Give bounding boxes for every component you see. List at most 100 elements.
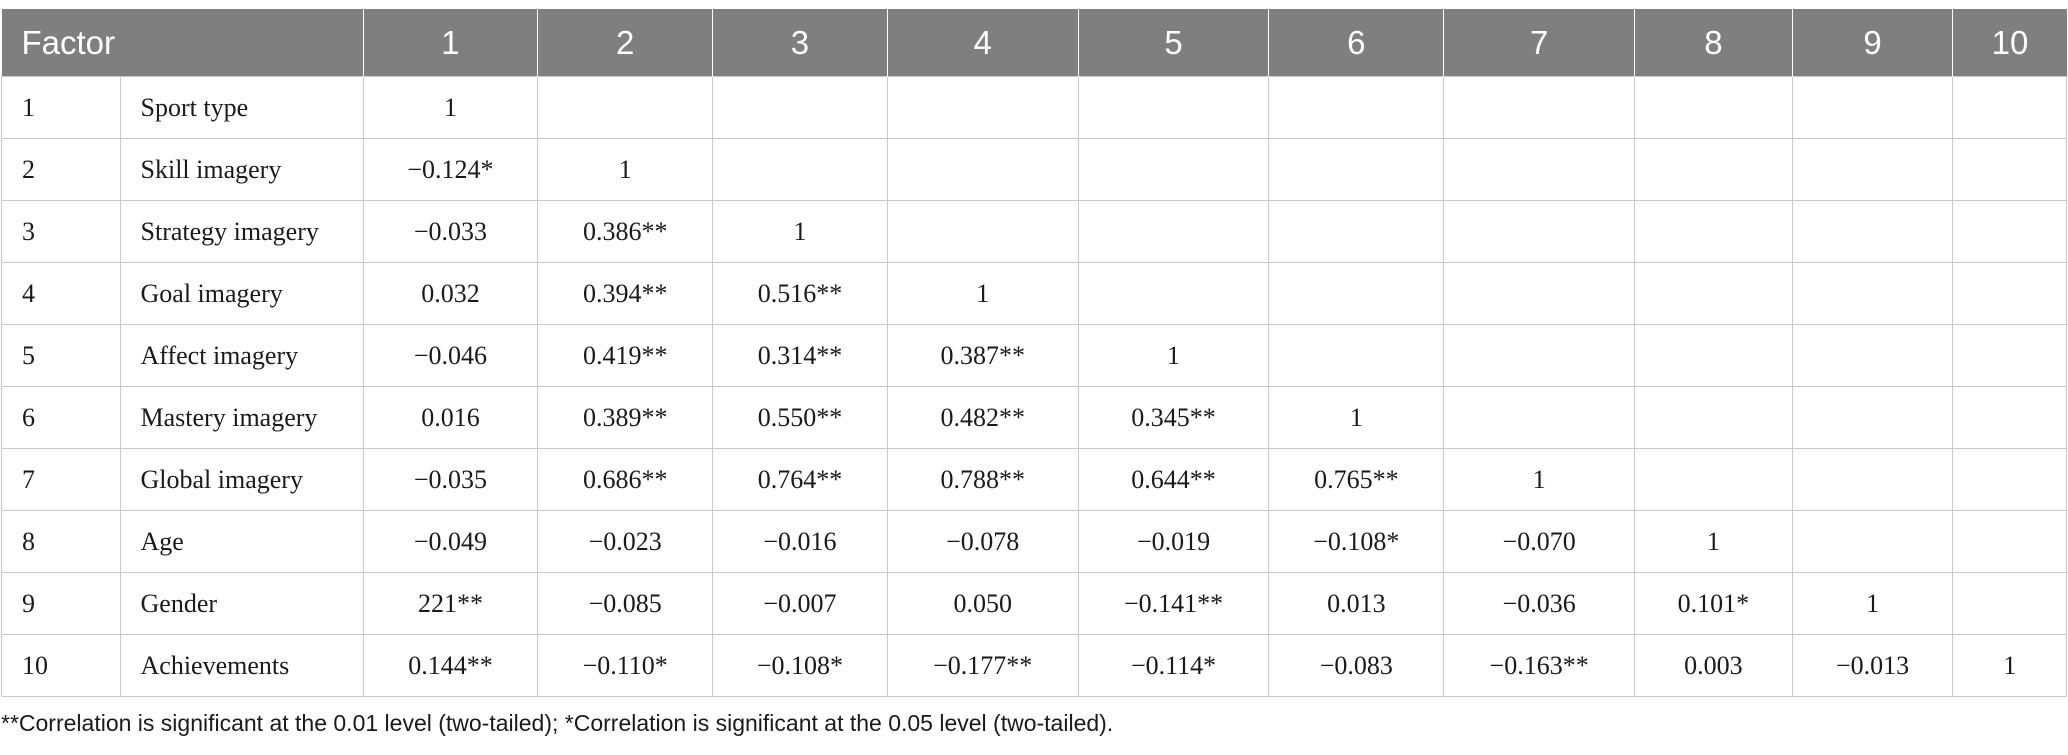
table-row: 2 Skill imagery −0.124* 1 bbox=[1, 138, 2067, 201]
correlation-cell: 0.345** bbox=[1077, 386, 1270, 449]
correlation-cell bbox=[1634, 386, 1793, 449]
correlation-cell bbox=[1443, 138, 1636, 201]
row-index: 7 bbox=[1, 448, 121, 511]
correlation-cell bbox=[1952, 448, 2067, 511]
correlation-cell: 0.386** bbox=[537, 200, 714, 263]
row-index: 4 bbox=[1, 262, 121, 325]
correlation-cell bbox=[1791, 138, 1954, 201]
correlation-cell bbox=[1634, 138, 1793, 201]
header-factor: Factor bbox=[1, 9, 364, 77]
correlation-cell: −0.108* bbox=[712, 634, 888, 697]
correlation-cell: −0.036 bbox=[1443, 572, 1636, 635]
correlation-cell: 0.764** bbox=[712, 448, 888, 511]
table-row: 9 Gender 221** −0.085 −0.007 0.050 −0.141** 0.0… bbox=[1, 572, 2067, 635]
correlation-cell: 1 bbox=[1791, 572, 1954, 635]
header-col: 5 bbox=[1078, 9, 1270, 77]
row-label: Achievements bbox=[119, 634, 364, 697]
correlation-cell: 0.394** bbox=[537, 262, 714, 325]
correlation-cell: 0.550** bbox=[712, 386, 888, 449]
correlation-cell: 1 bbox=[886, 262, 1079, 325]
correlation-cell: −0.049 bbox=[362, 510, 539, 573]
correlation-cell: 1 bbox=[1268, 386, 1445, 449]
row-label: Sport type bbox=[119, 76, 364, 139]
correlation-cell: 0.788** bbox=[886, 448, 1079, 511]
correlation-cell: 1 bbox=[537, 138, 714, 201]
correlation-cell bbox=[1443, 262, 1636, 325]
correlation-cell: −0.085 bbox=[537, 572, 714, 635]
correlation-cell bbox=[1443, 76, 1636, 139]
row-index: 8 bbox=[1, 510, 121, 573]
table-row: 4 Goal imagery 0.032 0.394** 0.516** 1 bbox=[1, 262, 2067, 325]
correlation-cell bbox=[1952, 572, 2067, 635]
table-row: 1 Sport type 1 bbox=[1, 76, 2067, 139]
correlation-cell bbox=[1268, 76, 1445, 139]
header-col: 3 bbox=[712, 9, 888, 77]
correlation-cell: −0.007 bbox=[712, 572, 888, 635]
table-row: 7 Global imagery −0.035 0.686** 0.764** 0.788… bbox=[1, 448, 2067, 511]
correlation-cell: 0.016 bbox=[362, 386, 539, 449]
row-label: Age bbox=[119, 510, 364, 573]
correlation-cell: 0.032 bbox=[362, 262, 539, 325]
correlation-cell: 1 bbox=[362, 76, 539, 139]
header-col: 9 bbox=[1792, 9, 1954, 77]
header-col: 6 bbox=[1268, 9, 1445, 77]
correlation-cell: 0.003 bbox=[1634, 634, 1793, 697]
correlation-cell bbox=[1791, 510, 1954, 573]
correlation-cell: 1 bbox=[1443, 448, 1636, 511]
correlation-cell bbox=[1077, 76, 1270, 139]
row-label: Global imagery bbox=[119, 448, 364, 511]
correlation-cell bbox=[1634, 262, 1793, 325]
correlation-cell: −0.108* bbox=[1268, 510, 1445, 573]
header-col: 8 bbox=[1634, 9, 1793, 77]
correlation-cell: −0.016 bbox=[712, 510, 888, 573]
correlation-cell bbox=[1634, 448, 1793, 511]
correlation-cell: 0.644** bbox=[1077, 448, 1270, 511]
correlation-cell bbox=[1791, 386, 1954, 449]
correlation-cell bbox=[1268, 262, 1445, 325]
header-col: 7 bbox=[1443, 9, 1636, 77]
correlation-cell: −0.013 bbox=[1791, 634, 1954, 697]
table-row: 8 Age −0.049 −0.023 −0.016 −0.078 −0.019 −0.108… bbox=[1, 510, 2067, 573]
row-label: Affect imagery bbox=[119, 324, 364, 387]
correlation-cell: 0.144** bbox=[362, 634, 539, 697]
correlation-cell: −0.023 bbox=[537, 510, 714, 573]
row-index: 2 bbox=[1, 138, 121, 201]
correlation-cell: −0.083 bbox=[1268, 634, 1445, 697]
correlation-cell: 0.482** bbox=[886, 386, 1079, 449]
row-index: 6 bbox=[1, 386, 121, 449]
correlation-cell: 0.013 bbox=[1268, 572, 1445, 635]
correlation-cell: −0.114* bbox=[1077, 634, 1270, 697]
correlation-cell: −0.033 bbox=[362, 200, 539, 263]
header-col: 1 bbox=[363, 9, 539, 77]
row-index: 10 bbox=[1, 634, 121, 697]
row-index: 1 bbox=[1, 76, 121, 139]
correlation-cell: −0.019 bbox=[1077, 510, 1270, 573]
row-index: 5 bbox=[1, 324, 121, 387]
correlation-table: Factor 1 2 3 4 5 6 7 8 9 10 1 Sport type 1… bbox=[1, 9, 2067, 697]
correlation-cell: 0.387** bbox=[886, 324, 1079, 387]
correlation-cell: 1 bbox=[1077, 324, 1270, 387]
table-row: 10 Achievements 0.144** −0.110* −0.108* −0.17… bbox=[1, 634, 2067, 697]
correlation-cell: −0.177** bbox=[886, 634, 1079, 697]
correlation-cell: 221** bbox=[362, 572, 539, 635]
row-label: Goal imagery bbox=[119, 262, 364, 325]
correlation-cell bbox=[1952, 386, 2067, 449]
correlation-cell: −0.070 bbox=[1443, 510, 1636, 573]
correlation-cell: −0.163** bbox=[1443, 634, 1636, 697]
correlation-cell: 0.765** bbox=[1268, 448, 1445, 511]
correlation-cell bbox=[1791, 262, 1954, 325]
correlation-cell bbox=[886, 138, 1079, 201]
correlation-cell: −0.035 bbox=[362, 448, 539, 511]
correlation-cell: 0.419** bbox=[537, 324, 714, 387]
correlation-cell bbox=[1268, 324, 1445, 387]
table-body: 1 Sport type 1 2 Skill imagery −0.124* 1 3 Strat… bbox=[1, 76, 2067, 697]
correlation-cell bbox=[1952, 324, 2067, 387]
correlation-cell: 0.516** bbox=[712, 262, 888, 325]
correlation-cell: 0.686** bbox=[537, 448, 714, 511]
correlation-cell bbox=[1634, 324, 1793, 387]
correlation-cell bbox=[1268, 138, 1445, 201]
correlation-cell: −0.110* bbox=[537, 634, 714, 697]
correlation-cell bbox=[886, 200, 1079, 263]
correlation-cell: −0.124* bbox=[362, 138, 539, 201]
correlation-cell: −0.078 bbox=[886, 510, 1079, 573]
